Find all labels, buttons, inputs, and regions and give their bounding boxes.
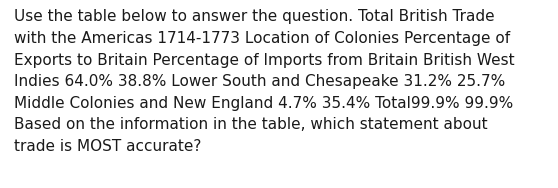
Text: Use the table below to answer the question. Total British Trade
with the America: Use the table below to answer the questi… (14, 9, 514, 154)
